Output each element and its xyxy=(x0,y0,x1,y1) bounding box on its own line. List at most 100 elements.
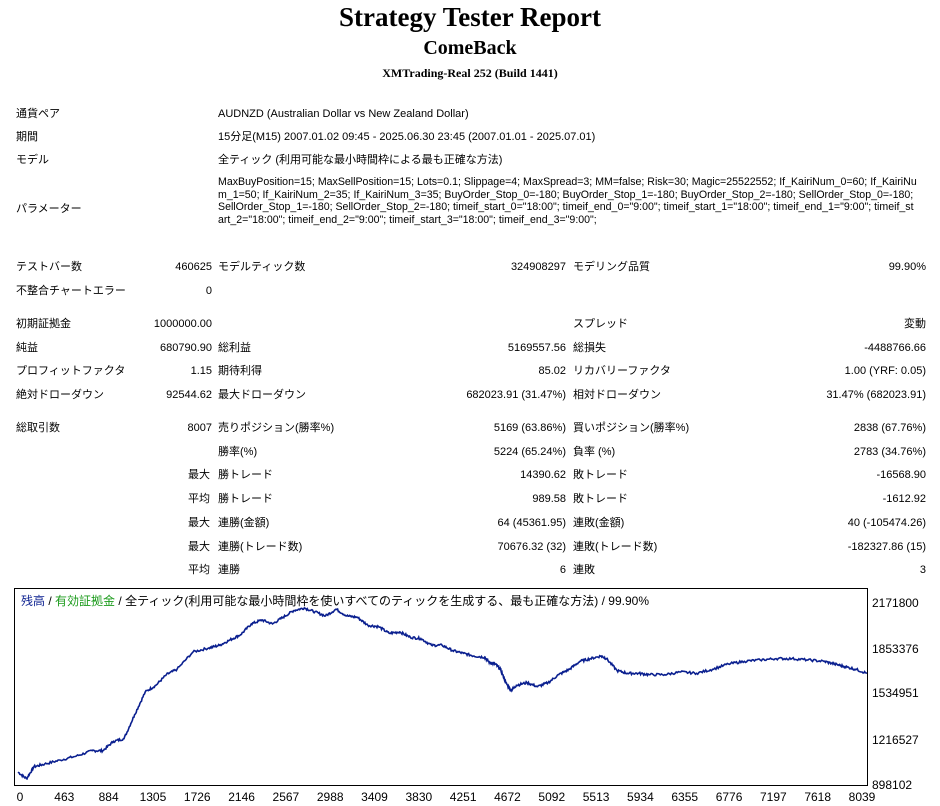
trades-label: 総取引数 xyxy=(16,422,60,434)
ea-name: ComeBack xyxy=(423,37,517,59)
x-tick-label: 6355 xyxy=(671,790,699,804)
trades-value: 8007 xyxy=(187,422,212,434)
y-tick-label: 2171800 xyxy=(872,596,919,610)
balance-line xyxy=(17,606,868,780)
largest-win-value: 14390.62 xyxy=(520,469,566,481)
model-value: 全ティック (利用可能な最小時間枠による最も正確な方法) xyxy=(218,154,503,166)
avg-win-value: 989.58 xyxy=(532,493,566,505)
max-cons-amt-prefix: 最大 xyxy=(188,541,210,553)
bars-value: 460625 xyxy=(175,261,212,273)
x-tick-label: 3409 xyxy=(361,790,388,804)
legend-description: 全ティック(利用可能な最小時間枠を使いすべてのティックを生成する、最も正確な方法… xyxy=(125,594,649,608)
max-cons-prefix: 最大 xyxy=(188,517,210,529)
legend-sep-1: / xyxy=(45,594,56,608)
x-tick-label: 1726 xyxy=(183,790,211,804)
largest-loss-label: 敗トレード xyxy=(573,469,628,481)
params-label: パラメーター xyxy=(16,203,82,215)
x-tick-label: 1305 xyxy=(139,790,167,804)
y-tick-label: 898102 xyxy=(872,778,913,792)
avg-cons-win-label: 連勝 xyxy=(218,564,240,576)
spread-value: 変動 xyxy=(904,318,926,330)
y-tick-label: 1216527 xyxy=(872,733,919,747)
max-cons-lossamt-label: 連敗(トレード数) xyxy=(573,541,658,553)
bars-label: テストバー数 xyxy=(16,261,82,273)
report-title: Strategy Tester Report xyxy=(339,2,601,32)
model-label: モデル xyxy=(16,154,49,166)
expected-label: 期待利得 xyxy=(218,365,262,377)
y-tick-label: 1534951 xyxy=(872,686,919,700)
expected-value: 85.02 xyxy=(538,365,566,377)
avg-cons-loss-label: 連敗 xyxy=(573,564,595,576)
rel-dd-value: 31.47% (682023.91) xyxy=(826,389,926,401)
y-tick-label: 1853376 xyxy=(872,642,919,656)
avg-cons-loss-value: 3 xyxy=(919,564,926,576)
period-value: 15分足(M15) 2007.01.02 09:45 - 2025.06.30 … xyxy=(218,131,596,143)
x-tick-label: 5513 xyxy=(582,790,610,804)
x-tick-label: 884 xyxy=(98,790,119,804)
gross-loss-label: 総損失 xyxy=(573,342,606,354)
avg-cons-prefix: 平均 xyxy=(188,564,210,576)
max-cons-lossamt-value: -182327.86 (15) xyxy=(847,541,926,553)
x-tick-label: 4672 xyxy=(494,790,521,804)
gross-profit-label: 総利益 xyxy=(218,342,251,354)
short-value: 5169 (63.86%) xyxy=(493,422,566,434)
deposit-value: 1000000.00 xyxy=(153,318,212,330)
x-tick-label: 0 xyxy=(16,790,24,804)
max-cons-win-value: 64 (45361.95) xyxy=(497,517,567,529)
max-cons-profit-value: 70676.32 (32) xyxy=(497,541,567,553)
avg-loss-label: 敗トレード xyxy=(573,493,628,505)
pair-label: 通貨ペア xyxy=(16,108,60,120)
ticks-value: 324908297 xyxy=(510,261,566,273)
net-value: 680790.90 xyxy=(160,342,212,354)
win-rate-label: 勝率(%) xyxy=(218,446,258,458)
params-value: MaxBuyPosition=15; MaxSellPosition=15; L… xyxy=(218,176,917,226)
abs-dd-label: 絶対ドローダウン xyxy=(16,389,104,401)
avg-loss-value: -1612.92 xyxy=(882,493,926,505)
legend-balance: 残高 xyxy=(21,594,46,608)
loss-rate-value: 2783 (34.76%) xyxy=(853,446,926,458)
x-tick-label: 5934 xyxy=(627,790,654,804)
max-dd-label: 最大ドローダウン xyxy=(218,389,306,401)
abs-dd-value: 92544.62 xyxy=(166,389,212,401)
max-dd-value: 682023.91 (31.47%) xyxy=(466,389,566,401)
max-cons-loss-value: 40 (-105474.26) xyxy=(847,517,926,529)
gross-loss-value: -4488766.66 xyxy=(864,342,926,354)
x-tick-label: 2567 xyxy=(272,790,300,804)
quality-value: 99.90% xyxy=(888,261,926,273)
gross-profit-value: 5169557.56 xyxy=(507,342,566,354)
period-label: 期間 xyxy=(16,131,38,143)
ticks-label: モデルティック数 xyxy=(218,261,306,273)
quality-label: モデリング品質 xyxy=(573,261,650,273)
mismatch-value: 0 xyxy=(205,285,212,297)
net-label: 純益 xyxy=(16,342,38,354)
short-label: 売りポジション(勝率%) xyxy=(218,422,335,434)
deposit-label: 初期証拠金 xyxy=(16,318,71,330)
x-tick-label: 6776 xyxy=(715,790,743,804)
long-label: 買いポジション(勝率%) xyxy=(573,422,690,434)
avg-cons-win-value: 6 xyxy=(559,564,566,576)
win-rate-value: 5224 (65.24%) xyxy=(493,446,566,458)
x-tick-label: 3830 xyxy=(405,790,433,804)
max-cons-profit-label: 連勝(トレード数) xyxy=(218,541,303,553)
legend-equity: 有効証拠金 xyxy=(55,594,116,608)
x-tick-label: 4251 xyxy=(449,790,477,804)
pf-label: プロフィットファクタ xyxy=(16,365,126,377)
max-cons-win-label: 連勝(金額) xyxy=(218,517,270,529)
largest-prefix: 最大 xyxy=(188,469,210,481)
spread-label: スプレッド xyxy=(573,318,628,330)
balance-chart: 残高 / 有効証拠金 / 全ティック(利用可能な最小時間枠を使いすべてのティック… xyxy=(14,588,940,806)
avg-win-label: 勝トレード xyxy=(218,493,273,505)
x-tick-label: 2988 xyxy=(316,790,344,804)
recovery-label: リカバリーファクタ xyxy=(573,365,671,377)
x-tick-label: 7197 xyxy=(760,790,787,804)
x-tick-label: 7618 xyxy=(804,790,832,804)
rel-dd-label: 相対ドローダウン xyxy=(573,389,661,401)
max-cons-loss-label: 連敗(金額) xyxy=(573,517,625,529)
x-tick-label: 463 xyxy=(54,790,75,804)
x-tick-label: 5092 xyxy=(538,790,566,804)
largest-loss-value: -16568.90 xyxy=(876,469,926,481)
chart-legend: 残高 / 有効証拠金 / 全ティック(利用可能な最小時間枠を使いすべてのティック… xyxy=(21,592,649,609)
chart-plot-area: 残高 / 有効証拠金 / 全ティック(利用可能な最小時間枠を使いすべてのティック… xyxy=(14,588,868,786)
long-value: 2838 (67.76%) xyxy=(853,422,926,434)
x-tick-label: 8039 xyxy=(848,790,876,804)
